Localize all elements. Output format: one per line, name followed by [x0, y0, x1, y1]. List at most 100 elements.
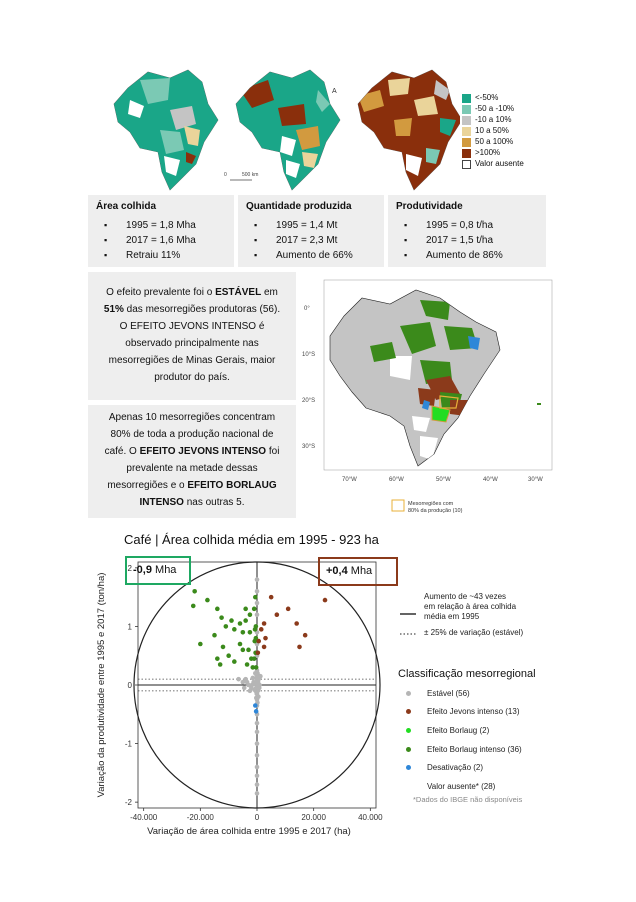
legend-swatch — [462, 149, 471, 158]
legend-swatch — [462, 94, 471, 103]
data-point — [256, 638, 261, 644]
x-tick-label: 20.000 — [301, 813, 326, 822]
map-legend-item: -10 a 10% — [462, 115, 524, 126]
callout-area-decrease: -0,9 Mha — [125, 556, 191, 585]
x-tick-label: 40.000 — [358, 813, 383, 822]
lon-label: 50°W — [436, 477, 451, 483]
map-produtividade — [357, 69, 460, 191]
data-point — [219, 615, 224, 620]
data-point — [249, 682, 255, 688]
data-point — [251, 656, 257, 661]
stat-item: Aumento de 66% — [254, 248, 376, 263]
x-tick-label: -20.000 — [187, 813, 215, 822]
lat-label: 30°S — [302, 444, 315, 450]
legend-label: >100% — [475, 148, 501, 158]
legend-label: <-50% — [475, 93, 499, 103]
class-label: Efeito Borlaug (2) — [427, 725, 490, 735]
lat-label: 20°S — [302, 398, 315, 404]
data-point — [253, 665, 259, 670]
map-legend-item: 10 a 50% — [462, 126, 524, 137]
data-point — [261, 621, 267, 626]
class-label: Estável (56) — [427, 688, 470, 698]
data-point — [254, 741, 260, 746]
data-point — [232, 627, 237, 632]
lat-label: 10°S — [302, 352, 315, 358]
data-point — [229, 618, 234, 623]
stat-item: 1995 = 0,8 t/ha — [404, 218, 538, 233]
class-dot — [406, 690, 411, 696]
data-point — [243, 606, 248, 612]
y-tick-label: 0 — [128, 681, 133, 690]
svg-text:0: 0 — [224, 172, 227, 178]
production-legend-line1: Mesorregiões com — [408, 501, 454, 507]
class-legend: Estável (56) Efeito Jevons intenso (13) Ef… — [398, 684, 522, 796]
data-point — [247, 629, 253, 635]
data-point — [254, 764, 260, 770]
stat-title-produtividade: Produtividade — [396, 201, 463, 212]
production-legend-swatch — [391, 499, 405, 512]
data-point — [215, 656, 220, 661]
data-point — [254, 577, 260, 582]
data-point — [254, 782, 260, 787]
data-point — [254, 729, 260, 735]
data-point — [232, 659, 237, 664]
map-legend-item: <-50% — [462, 93, 524, 104]
class-label: Efeito Borlaug intenso (36) — [427, 744, 522, 754]
data-point — [226, 653, 231, 659]
legend-label: 50 a 100% — [475, 137, 514, 147]
scatter-plot: -40.000 -20.000 0 20.000 40.000 -2 -1 0 1 2 Variaç… — [96, 561, 383, 837]
data-point — [241, 685, 247, 691]
data-point — [243, 618, 248, 623]
data-point — [251, 606, 257, 612]
y-tick-label: 1 — [128, 622, 133, 631]
stat-item: 2017 = 1,6 Mha — [104, 233, 226, 248]
data-point — [258, 673, 263, 679]
data-point — [302, 632, 308, 638]
data-point — [254, 752, 260, 758]
data-point — [254, 773, 260, 779]
class-legend-item: Efeito Jevons intenso (13) — [398, 703, 522, 722]
legend-swatch — [462, 138, 471, 147]
data-point — [294, 621, 299, 626]
chart-title: Café | Área colhida média em 1995 - 923 … — [124, 532, 379, 547]
production-legend-line2: 80% da produção (10) — [408, 508, 463, 514]
data-point — [254, 600, 260, 606]
x-tick-label: 0 — [255, 813, 260, 822]
class-legend-item: Efeito Borlaug intenso (36) — [398, 740, 522, 759]
class-label: Efeito Jevons intenso (13) — [427, 707, 520, 717]
data-point — [258, 627, 264, 632]
class-legend-item: Desativação (2) — [398, 758, 522, 777]
data-point — [285, 606, 291, 612]
data-point — [250, 665, 256, 670]
data-point — [217, 662, 223, 667]
map-legend-item: Valor ausente — [462, 159, 524, 170]
data-point — [205, 597, 210, 603]
stat-item: Retraiu 11% — [104, 248, 226, 263]
data-point — [253, 703, 258, 708]
class-label: Valor ausente* (28) — [427, 781, 496, 791]
class-legend-item: Efeito Borlaug (2) — [398, 721, 522, 740]
class-dot — [406, 727, 411, 733]
text-box-concentracao: Apenas 10 mesorregiões concentram 80% de… — [88, 405, 296, 518]
data-point — [236, 676, 241, 682]
data-point — [244, 662, 250, 667]
lat-label: 0° — [304, 306, 310, 312]
data-point — [253, 594, 258, 600]
data-point — [254, 612, 260, 618]
data-point — [254, 791, 260, 796]
data-point — [220, 644, 226, 650]
circle-legend: Aumento de ~43 vezes em relação à área c… — [424, 592, 517, 621]
legend-label: -50 a -10% — [475, 104, 515, 114]
data-point — [190, 603, 196, 609]
legend-label: -10 a 10% — [475, 115, 512, 125]
map-legend-item: >100% — [462, 148, 524, 159]
footnote: *Dados do IBGE não disponíveis — [413, 795, 523, 804]
map-area-colhida — [113, 69, 219, 191]
data-point — [253, 670, 258, 676]
data-point — [274, 612, 280, 618]
scale-bar: 0 500 km — [224, 172, 258, 181]
legend-swatch — [462, 116, 471, 125]
stat-item: 2017 = 2,3 Mt — [254, 233, 376, 248]
data-point — [237, 621, 243, 626]
legend-label: Valor ausente — [475, 159, 524, 169]
